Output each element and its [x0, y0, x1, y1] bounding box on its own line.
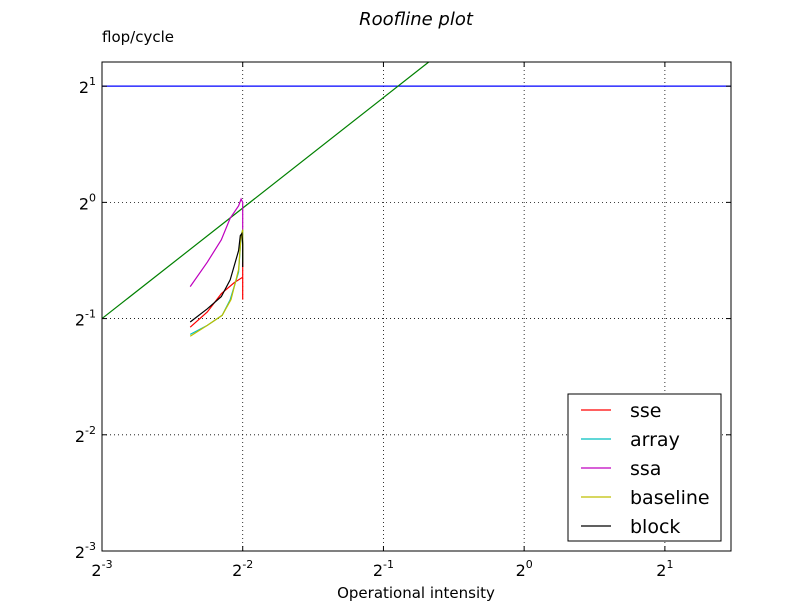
- legend: sse array ssa baseline block: [567, 393, 722, 542]
- x-tick-label: 20: [516, 558, 533, 580]
- legend-label: sse: [630, 400, 662, 422]
- y-tick-label: 20: [79, 191, 96, 213]
- legend-label: baseline: [630, 487, 710, 509]
- legend-label: ssa: [630, 458, 661, 480]
- x-tick-label: 2-1: [373, 558, 394, 580]
- data-series: [189, 197, 244, 337]
- x-axis-label: Operational intensity: [337, 584, 495, 602]
- y-tick-label: 21: [79, 75, 96, 97]
- roof-lines: [101, 61, 731, 320]
- series-line-ssa: [189, 197, 244, 287]
- chart-title: Roofline plot: [359, 9, 474, 30]
- y-tick-label: 2-3: [75, 540, 96, 562]
- series-line-block: [189, 232, 244, 323]
- x-tick-label: 2-3: [91, 558, 112, 580]
- y-axis-label: flop/cycle: [102, 28, 174, 46]
- plot-frame: [101, 61, 732, 552]
- x-tick-label: 2-2: [232, 558, 253, 580]
- y-tick-label: 2-2: [75, 424, 96, 446]
- x-tick-label: 21: [656, 558, 673, 580]
- legend-label: array: [630, 429, 680, 451]
- axis-ticks: 2-3 2-2 2-1 20 21 2-3 2-2 2-1 20 21: [75, 62, 731, 580]
- legend-label: block: [630, 516, 680, 538]
- roof-line-bandwidth: [101, 61, 430, 320]
- y-tick-label: 2-1: [75, 308, 96, 330]
